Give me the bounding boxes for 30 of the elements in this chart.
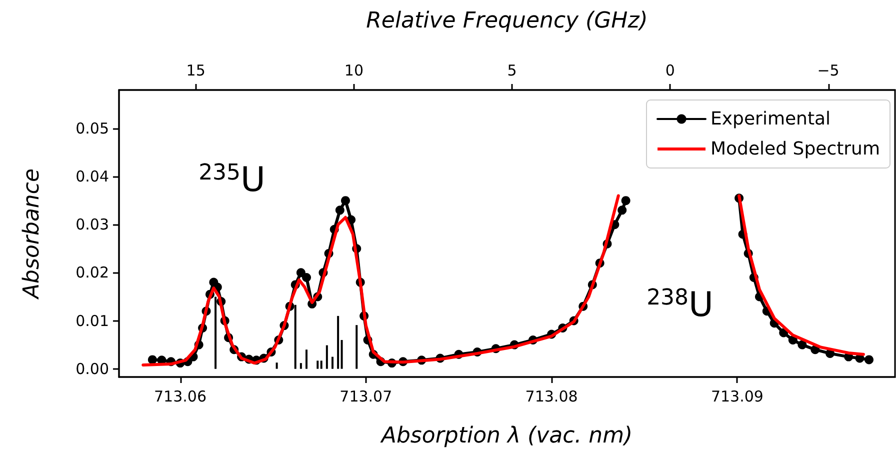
y-tick-label: 0.01 [76, 312, 109, 330]
y-tick-label: 0.03 [76, 216, 109, 234]
y-axis-title: Absorbance [20, 168, 44, 301]
y-tick-label: 0.04 [76, 168, 109, 186]
x-tick-label: 713.07 [340, 388, 392, 406]
bar [316, 360, 319, 369]
x-tick-label: 713.08 [525, 388, 578, 406]
bar [276, 362, 278, 369]
x2-axis-title: Relative Frequency (GHz) [366, 8, 648, 34]
x2-tick-label: 10 [344, 62, 364, 80]
legend-label: Modeled Spectrum [710, 138, 880, 160]
y-tick-label: 0.00 [76, 360, 109, 378]
bar [300, 363, 302, 369]
x-tick-label: 713.06 [154, 388, 207, 406]
bar [337, 316, 340, 369]
bar [326, 345, 328, 369]
bar [331, 356, 334, 369]
bar [306, 350, 308, 369]
bar [340, 340, 343, 369]
bar [356, 325, 358, 369]
x2-tick-label: −5 [817, 62, 840, 80]
x-tick-label: 713.09 [710, 388, 764, 406]
y-tick-label: 0.05 [76, 119, 109, 138]
bar [320, 360, 322, 369]
x2-tick-label: 0 [665, 62, 675, 80]
x2-tick-label: 5 [507, 62, 517, 80]
legend-label: Experimental [710, 108, 831, 130]
y-tick-label: 0.02 [76, 264, 109, 282]
x2-tick-label: 15 [186, 62, 206, 80]
x-axis-title: Absorption λ (vac. nm) [379, 424, 633, 448]
